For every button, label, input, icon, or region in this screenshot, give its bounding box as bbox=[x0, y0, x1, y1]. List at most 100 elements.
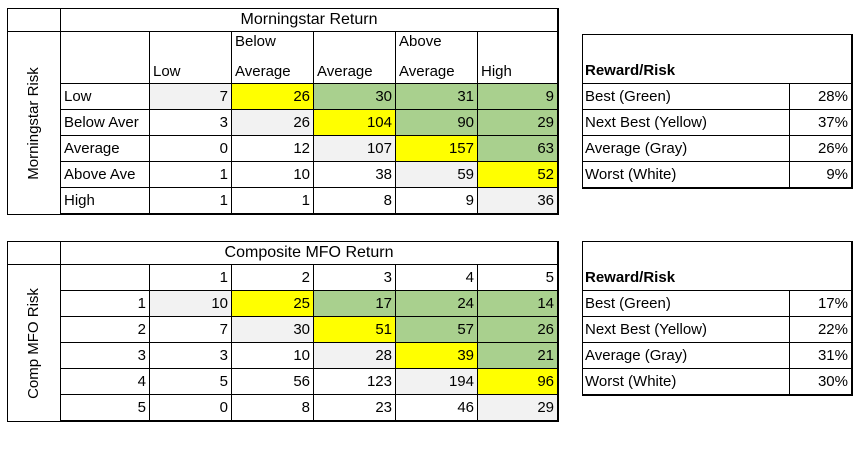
legend-border bbox=[582, 241, 853, 396]
matrix-cell: 26 bbox=[478, 317, 558, 343]
side-axis-label: Comp MFO Risk bbox=[7, 265, 61, 421]
matrix-cell: 104 bbox=[314, 110, 396, 136]
corner-cell bbox=[7, 241, 61, 265]
legend-label: Next Best (Yellow) bbox=[582, 110, 790, 136]
legend-label: Worst (White) bbox=[582, 369, 790, 395]
matrix-cell: 1 bbox=[150, 188, 232, 214]
matrix-cell: 12 bbox=[232, 136, 314, 162]
matrix-cell: 29 bbox=[478, 395, 558, 421]
matrix-cell: 123 bbox=[314, 369, 396, 395]
matrix-cell: 26 bbox=[232, 84, 314, 110]
matrix-cell: 7 bbox=[150, 84, 232, 110]
matrix-border bbox=[7, 241, 559, 422]
legend-value: 22% bbox=[790, 317, 852, 343]
matrix-cell: 157 bbox=[396, 136, 478, 162]
matrix-cell: 9 bbox=[478, 84, 558, 110]
matrix-cell: 1 bbox=[150, 162, 232, 188]
matrix-cell: 38 bbox=[314, 162, 396, 188]
corner-cell bbox=[7, 8, 61, 32]
matrix-cell: 0 bbox=[150, 395, 232, 421]
matrix-cell: 31 bbox=[396, 84, 478, 110]
matrix-cell: 90 bbox=[396, 110, 478, 136]
matrix-cell: 57 bbox=[396, 317, 478, 343]
row-label: 2 bbox=[61, 317, 150, 343]
legend-value: 28% bbox=[790, 84, 852, 110]
row-label: 5 bbox=[61, 395, 150, 421]
matrix-cell: 59 bbox=[396, 162, 478, 188]
legend-value: 30% bbox=[790, 369, 852, 395]
matrix-cell: 107 bbox=[314, 136, 396, 162]
matrix-cell: 30 bbox=[314, 84, 396, 110]
matrix-cell: 5 bbox=[150, 369, 232, 395]
matrix-cell: 46 bbox=[396, 395, 478, 421]
column-header: 1 bbox=[150, 265, 232, 291]
matrix-title: Morningstar Return bbox=[61, 8, 558, 32]
column-header: 2 bbox=[232, 265, 314, 291]
row-label: Above Ave bbox=[61, 162, 150, 188]
matrix-cell: 21 bbox=[478, 343, 558, 369]
column-header-line2: Average bbox=[399, 63, 455, 80]
column-header-line1: Below bbox=[235, 33, 276, 50]
column-header: 5 bbox=[478, 265, 558, 291]
column-header-line1: Above bbox=[399, 33, 442, 50]
side-axis-label-text: Morningstar Risk bbox=[25, 66, 42, 180]
column-header: Below Average bbox=[232, 32, 314, 84]
legend-border bbox=[582, 34, 853, 189]
column-header-line2: High bbox=[481, 63, 512, 80]
matrix-cell: 63 bbox=[478, 136, 558, 162]
matrix-cell: 9 bbox=[396, 188, 478, 214]
morningstar-matrix: Morningstar Risk Morningstar Return Low Bel… bbox=[0, 8, 560, 218]
column-header: Average bbox=[314, 32, 396, 84]
legend-label: Next Best (Yellow) bbox=[582, 317, 790, 343]
column-header-line2: Low bbox=[153, 63, 181, 80]
matrix-cell: 3 bbox=[150, 343, 232, 369]
matrix-title: Composite MFO Return bbox=[61, 241, 558, 265]
column-header-line2: Average bbox=[317, 63, 373, 80]
matrix-cell: 0 bbox=[150, 136, 232, 162]
matrix-cell: 194 bbox=[396, 369, 478, 395]
row-label: High bbox=[61, 188, 150, 214]
legend-title: Reward/Risk bbox=[582, 241, 852, 291]
matrix-cell: 8 bbox=[314, 188, 396, 214]
column-header: Above Average bbox=[396, 32, 478, 84]
side-axis-label-text: Comp MFO Risk bbox=[25, 287, 42, 399]
matrix-cell: 29 bbox=[478, 110, 558, 136]
legend-value: 37% bbox=[790, 110, 852, 136]
legend-label: Average (Gray) bbox=[582, 136, 790, 162]
column-header: Low bbox=[150, 32, 232, 84]
matrix-cell: 7 bbox=[150, 317, 232, 343]
side-axis-label: Morningstar Risk bbox=[7, 32, 61, 214]
header-corner-cell bbox=[61, 265, 150, 291]
matrix-cell: 8 bbox=[232, 395, 314, 421]
legend-value: 26% bbox=[790, 136, 852, 162]
column-header: 4 bbox=[396, 265, 478, 291]
column-header: High bbox=[478, 32, 558, 84]
matrix-cell: 14 bbox=[478, 291, 558, 317]
matrix-cell: 23 bbox=[314, 395, 396, 421]
legend-title: Reward/Risk bbox=[582, 34, 852, 84]
row-label: Low bbox=[61, 84, 150, 110]
matrix-cell: 30 bbox=[232, 317, 314, 343]
matrix-cell: 25 bbox=[232, 291, 314, 317]
matrix-cell: 24 bbox=[396, 291, 478, 317]
matrix-cell: 36 bbox=[478, 188, 558, 214]
row-label: 3 bbox=[61, 343, 150, 369]
matrix-cell: 52 bbox=[478, 162, 558, 188]
composite-mfo-matrix: Comp MFO Risk Composite MFO Return 1 2 3 4 5 1 1… bbox=[0, 241, 560, 451]
matrix-cell: 51 bbox=[314, 317, 396, 343]
matrix-cell: 10 bbox=[150, 291, 232, 317]
matrix-cell: 17 bbox=[314, 291, 396, 317]
legend-value: 17% bbox=[790, 291, 852, 317]
row-label: 1 bbox=[61, 291, 150, 317]
matrix-border bbox=[7, 8, 559, 215]
legend-value: 9% bbox=[790, 162, 852, 188]
legend-label: Best (Green) bbox=[582, 291, 790, 317]
matrix-cell: 10 bbox=[232, 162, 314, 188]
matrix-cell: 28 bbox=[314, 343, 396, 369]
legend-value: 31% bbox=[790, 343, 852, 369]
matrix-cell: 10 bbox=[232, 343, 314, 369]
header-corner-cell bbox=[61, 32, 150, 84]
legend-label: Worst (White) bbox=[582, 162, 790, 188]
matrix-cell: 1 bbox=[232, 188, 314, 214]
matrix-cell: 96 bbox=[478, 369, 558, 395]
